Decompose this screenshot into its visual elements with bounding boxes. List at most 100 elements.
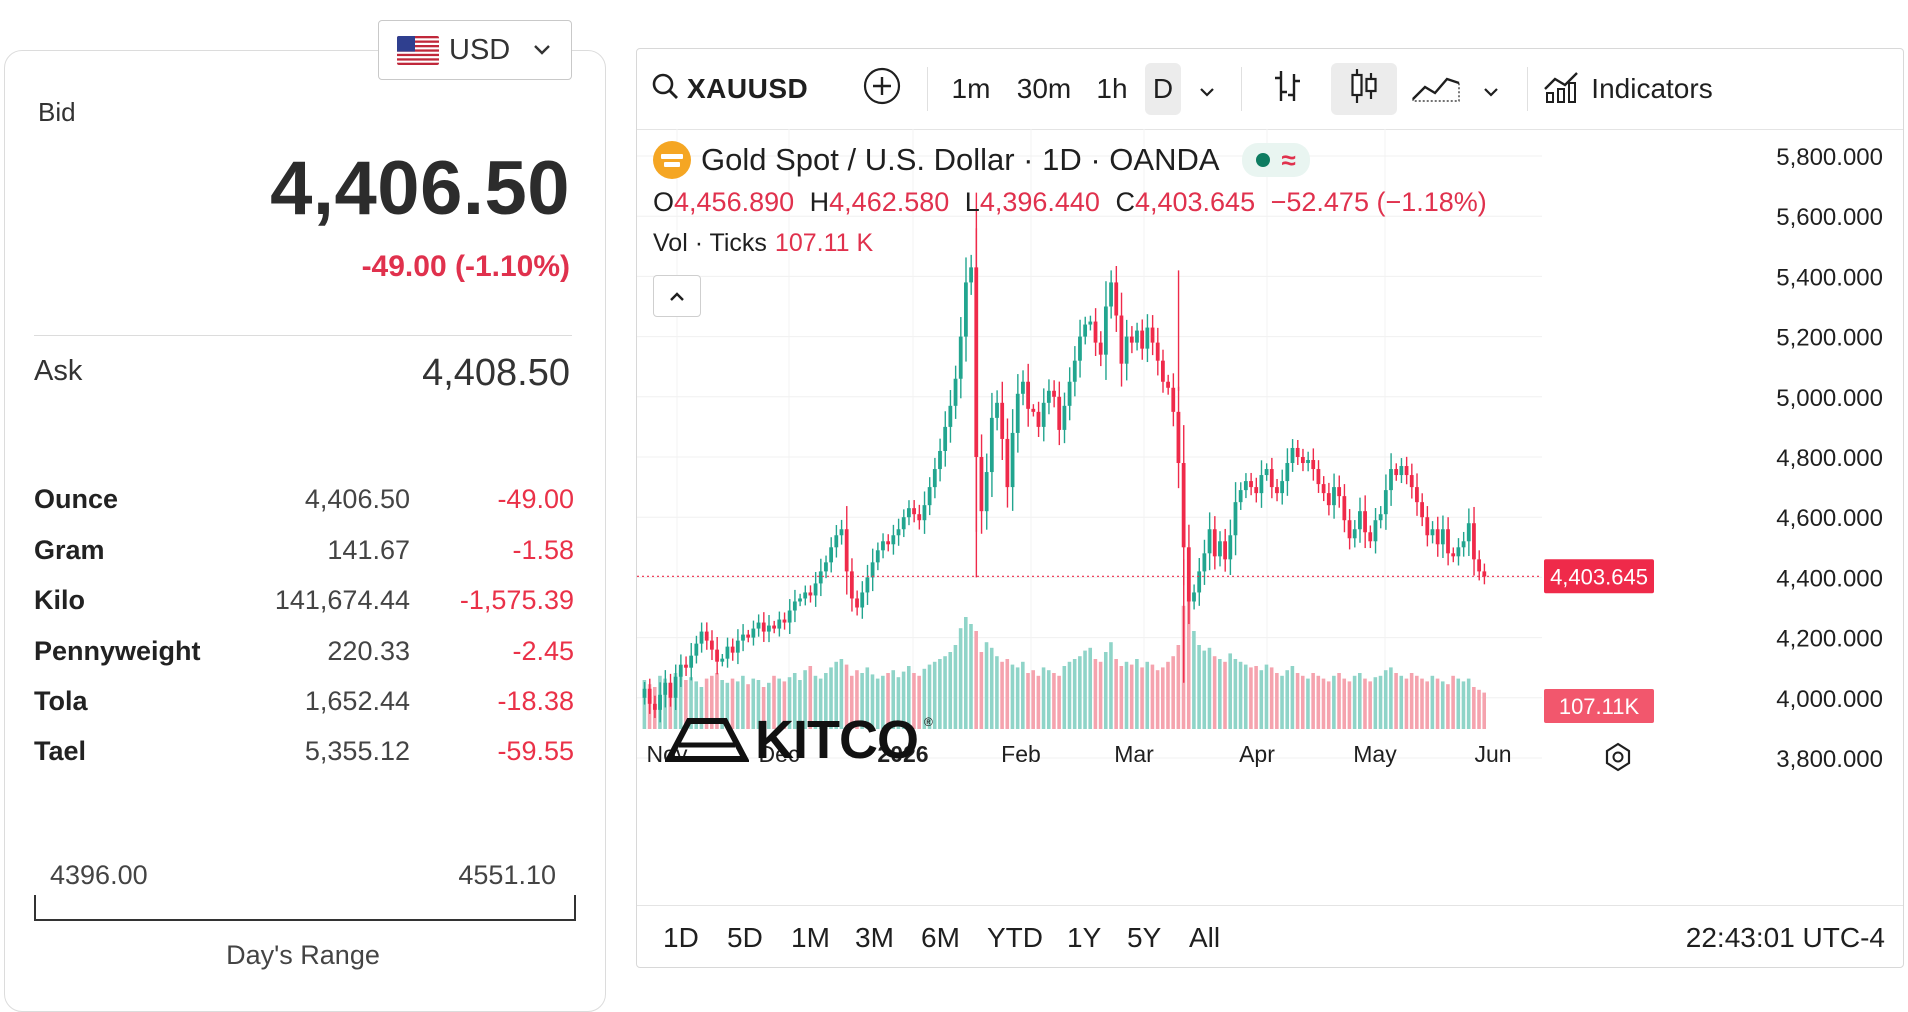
range-tab-5y[interactable]: 5Y: [1127, 922, 1162, 953]
compare-symbol-button[interactable]: [857, 63, 907, 115]
bar-style-button[interactable]: [1257, 63, 1317, 115]
market-status[interactable]: ≈: [1241, 143, 1310, 177]
candle-body: [798, 598, 802, 602]
volume-bar: [1150, 664, 1155, 729]
candle-body: [1145, 327, 1150, 349]
candle-body: [1192, 592, 1196, 602]
range-tab-5d[interactable]: 5D: [727, 922, 763, 953]
volume-bar: [751, 678, 756, 729]
candle-body: [829, 547, 834, 563]
x-tick-label: Jun: [1474, 741, 1511, 767]
y-tick-label: 4,800.000: [1776, 445, 1883, 472]
volume-bar: [1280, 675, 1284, 729]
currency-select[interactable]: USD: [378, 20, 572, 80]
y-tick-label: 4,600.000: [1776, 505, 1883, 532]
y-tick-label: 5,800.000: [1776, 144, 1883, 171]
range-tab-6m[interactable]: 6M: [921, 922, 960, 953]
candle-body: [953, 378, 958, 406]
area-style-button[interactable]: [1407, 63, 1465, 115]
chevron-down-icon: [1198, 73, 1216, 105]
candle-body: [1435, 529, 1440, 545]
candle-body: [1425, 517, 1430, 536]
price-axis: 5,800.000 5,600.000 5,400.000 5,200.000 5,00…: [637, 144, 1883, 773]
candle-body: [927, 487, 932, 506]
chevron-down-icon: [1482, 73, 1500, 105]
candle-style-button[interactable]: [1331, 63, 1397, 115]
candle-body: [1415, 487, 1419, 503]
symbol-text: XAUUSD: [687, 73, 809, 104]
last-price-tag: [1544, 559, 1654, 594]
interval-30m[interactable]: 30m: [1016, 73, 1072, 104]
volume-bar: [927, 664, 932, 729]
candle-body: [906, 508, 911, 518]
registered-mark: ®: [924, 715, 933, 729]
high-label: H: [809, 187, 830, 217]
range-tab-ytd[interactable]: YTD: [987, 922, 1043, 953]
volume-bar: [901, 671, 906, 729]
candle-body: [1409, 475, 1414, 488]
x-tick-label: Mar: [1114, 741, 1154, 767]
unit-name: Tael: [34, 736, 87, 766]
interval-1m[interactable]: 1m: [951, 73, 991, 104]
candle-body: [1000, 402, 1005, 439]
unit-name: Pennyweight: [34, 636, 201, 666]
time-axis: Nov Dec 2026 Feb Mar Apr May Jun: [647, 741, 1631, 772]
volume-bar: [1057, 675, 1061, 729]
unit-price: 1,652.44: [304, 686, 410, 716]
range-tab-3m[interactable]: 3M: [855, 922, 894, 953]
bid-change: -49.00 (-1.10%): [361, 250, 570, 283]
interval-1h[interactable]: 1h: [1096, 73, 1128, 104]
volume-bar: [886, 673, 890, 729]
volume-bar: [1098, 661, 1103, 729]
chart-type-dropdown[interactable]: [1473, 63, 1509, 115]
range-tab-1y[interactable]: 1Y: [1067, 922, 1102, 953]
range-tab-all[interactable]: All: [1189, 922, 1221, 953]
candle-body: [761, 622, 766, 632]
symbol-title: Gold Spot / U.S. Dollar · 1D · OANDA: [701, 142, 1220, 177]
interval-dropdown[interactable]: [1189, 63, 1225, 115]
interval-d[interactable]: D: [1145, 63, 1181, 115]
candle-body: [1057, 396, 1062, 430]
volume-bar: [1300, 675, 1305, 729]
chevron-down-icon: [532, 39, 552, 62]
candle-body: [1456, 547, 1461, 557]
volume-bar: [787, 677, 792, 729]
candle-body: [1254, 487, 1259, 494]
volume-bar: [1083, 650, 1087, 729]
symbol-search[interactable]: XAUUSD: [651, 63, 809, 115]
chart-clock[interactable]: 22:43:01 UTC-4: [1685, 922, 1885, 953]
volume-bar: [1420, 678, 1424, 729]
y-tick-label: 4,200.000: [1776, 626, 1883, 653]
volume-bar: [792, 673, 797, 729]
candle-body: [772, 625, 776, 629]
collapse-legend-button[interactable]: [653, 275, 701, 317]
market-open-icon: [1255, 153, 1270, 167]
candle-body: [1072, 360, 1077, 382]
indicators-button[interactable]: Indicators: [1541, 63, 1715, 115]
candle-body: [1363, 511, 1367, 533]
candle-body: [1046, 390, 1051, 403]
price-chart[interactable]: 5,800.000 5,600.000 5,400.000 5,200.000 5,00…: [637, 129, 1903, 905]
candle-body: [709, 640, 714, 650]
volume-bar: [1062, 666, 1067, 729]
range-tab-1d[interactable]: 1D: [663, 922, 699, 953]
chart-toolbar: XAUUSD 1m 30m 1h D: [637, 49, 1903, 130]
volume-bar: [1212, 656, 1217, 729]
volume-bar: [689, 677, 693, 729]
candle-body: [984, 472, 989, 512]
x-tick-label: Dec: [759, 741, 800, 767]
unit-row-gram: Gram 141.67 -1.58: [34, 535, 574, 575]
volume-bar: [943, 656, 947, 729]
candle-body: [663, 682, 668, 695]
volume-bar: [777, 678, 781, 729]
candle-body: [1155, 342, 1160, 361]
candle-body: [1207, 529, 1212, 554]
candle-body: [1290, 447, 1295, 464]
range-tab-1m[interactable]: 1M: [791, 922, 830, 953]
candle-body: [1300, 457, 1305, 464]
last-volume-label: 107.11K: [1559, 694, 1640, 719]
volume-bar: [1109, 642, 1113, 729]
volume-bar: [1285, 670, 1290, 729]
candle-body: [1021, 381, 1025, 394]
candle-body: [1461, 541, 1466, 548]
